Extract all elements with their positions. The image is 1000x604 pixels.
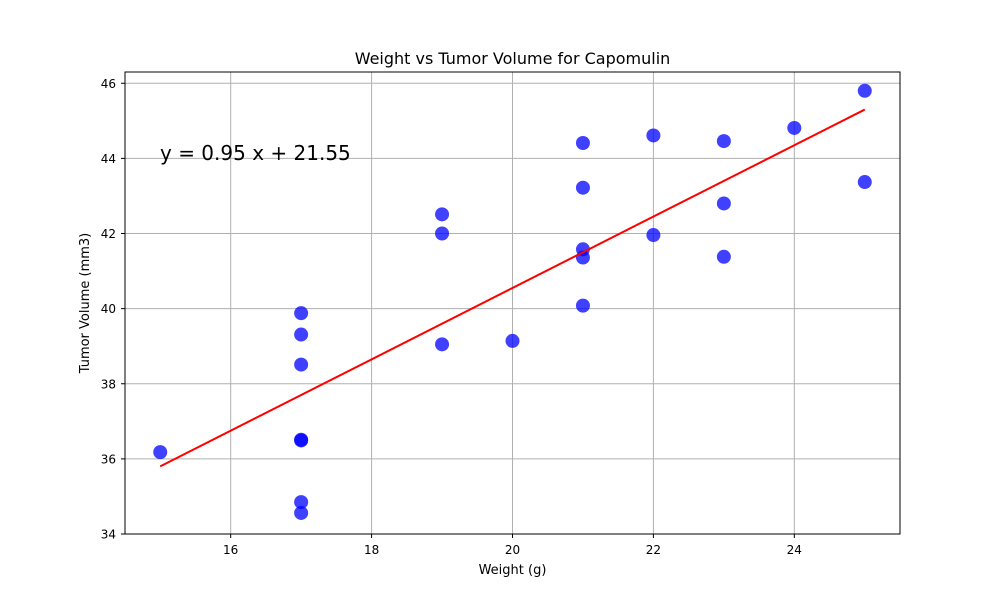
regression-line-group bbox=[159, 108, 866, 468]
data-point bbox=[435, 226, 450, 241]
data-point bbox=[716, 134, 731, 149]
y-tick-label: 46 bbox=[101, 77, 116, 91]
data-point bbox=[857, 175, 872, 190]
y-axis-ticks: 34 36 38 40 42 44 46 bbox=[101, 77, 125, 542]
chart-title: Weight vs Tumor Volume for Capomulin bbox=[355, 49, 671, 68]
data-point bbox=[646, 228, 661, 243]
regression-line bbox=[159, 108, 866, 468]
data-point bbox=[435, 337, 450, 352]
data-point bbox=[435, 207, 450, 222]
data-point bbox=[153, 445, 168, 460]
data-points bbox=[153, 83, 872, 520]
x-axis-label: Weight (g) bbox=[479, 563, 547, 578]
y-axis-label: Tumor Volume (mm3) bbox=[78, 233, 93, 375]
data-point bbox=[294, 327, 309, 342]
x-tick-label: 16 bbox=[223, 543, 238, 557]
data-point bbox=[575, 298, 590, 313]
data-point bbox=[716, 249, 731, 264]
data-point bbox=[294, 505, 309, 520]
data-point bbox=[716, 196, 731, 211]
x-tick-label: 22 bbox=[646, 543, 661, 557]
data-point bbox=[857, 83, 872, 98]
data-point bbox=[294, 433, 309, 448]
data-point bbox=[646, 128, 661, 143]
y-tick-label: 42 bbox=[101, 227, 116, 241]
regression-equation: y = 0.95 x + 21.55 bbox=[160, 141, 351, 165]
y-tick-label: 36 bbox=[101, 452, 116, 466]
data-point bbox=[787, 120, 802, 135]
data-point bbox=[294, 357, 309, 372]
y-tick-label: 34 bbox=[101, 528, 116, 542]
data-point bbox=[505, 333, 520, 348]
x-tick-label: 24 bbox=[787, 543, 802, 557]
y-tick-label: 44 bbox=[101, 152, 116, 166]
data-point bbox=[575, 135, 590, 150]
x-axis-ticks: 16 18 20 22 24 bbox=[223, 534, 802, 557]
y-tick-label: 40 bbox=[101, 302, 116, 316]
x-tick-label: 20 bbox=[505, 543, 520, 557]
data-point bbox=[294, 306, 309, 321]
data-point bbox=[575, 180, 590, 195]
data-point bbox=[294, 495, 309, 510]
x-tick-label: 18 bbox=[364, 543, 379, 557]
y-tick-label: 38 bbox=[101, 377, 116, 391]
